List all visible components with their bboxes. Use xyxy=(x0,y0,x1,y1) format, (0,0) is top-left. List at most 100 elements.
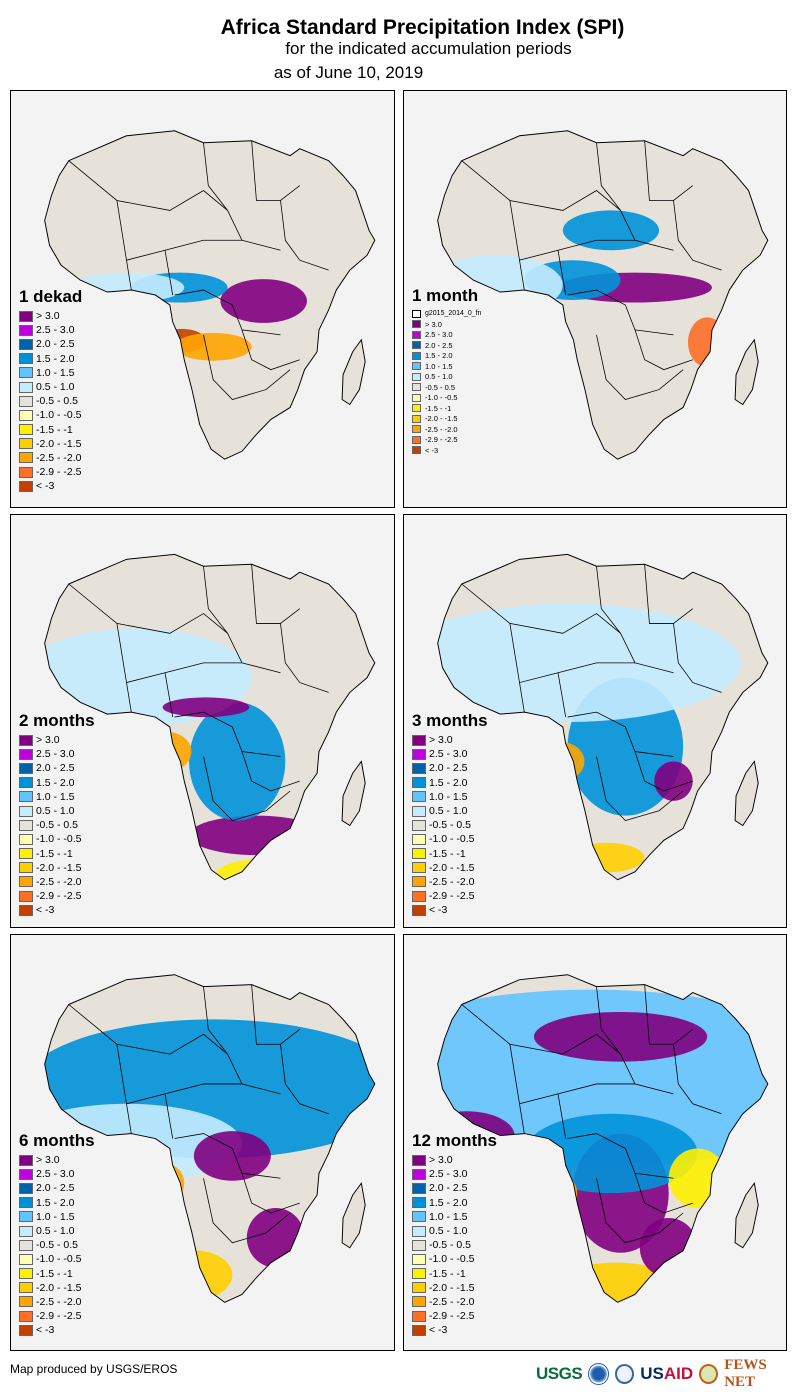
country-border xyxy=(280,1044,329,1115)
legend-row: -0.5 - 0.5 xyxy=(412,382,481,393)
legend-row: -2.0 - -1.5 xyxy=(19,861,95,875)
legend-swatch xyxy=(412,1239,426,1251)
legend-row: 0.5 - 1.0 xyxy=(19,804,95,818)
legend-row: 1.0 - 1.5 xyxy=(412,1210,497,1224)
legend-label: 0.5 - 1.0 xyxy=(429,805,468,818)
legend-label: 2.5 - 3.0 xyxy=(429,748,468,761)
legend-row: -1.5 - -1 xyxy=(19,423,82,437)
legend-label: -1.0 - -0.5 xyxy=(425,393,458,403)
country-border xyxy=(241,751,300,792)
legend-row: -1.0 - -0.5 xyxy=(412,393,481,404)
legend-row: < -3 xyxy=(19,1323,95,1337)
legend-row: -0.5 - 0.5 xyxy=(412,1238,497,1252)
country-border xyxy=(596,566,621,634)
legend-row: 1.5 - 2.0 xyxy=(412,351,481,362)
country-border xyxy=(567,1133,674,1179)
legend-label: > 3.0 xyxy=(36,734,60,747)
legend-swatch xyxy=(19,862,33,874)
map-panel-1-dekad: 1 dekad > 3.0 2.5 - 3.0 2.0 - 2.5 1.5 - 2.0 1… xyxy=(10,90,395,508)
spi-anomaly-region xyxy=(562,210,660,251)
spi-anomaly-region xyxy=(162,697,250,718)
usaid-seal-icon xyxy=(615,1364,635,1384)
legend-swatch xyxy=(412,1253,426,1265)
legend-row: -0.5 - 0.5 xyxy=(19,394,82,408)
legend-swatch xyxy=(19,1154,33,1166)
legend-label: 1.5 - 2.0 xyxy=(36,1196,75,1209)
country-border xyxy=(673,623,722,693)
country-border xyxy=(203,334,291,400)
legend-swatch xyxy=(412,404,421,413)
fews-net-logo: FEWS NET xyxy=(724,1357,767,1390)
legend-swatch xyxy=(412,446,421,455)
country-border xyxy=(280,200,329,271)
spi-anomaly-region xyxy=(654,761,693,801)
legend-swatch xyxy=(412,777,426,789)
legend-swatch xyxy=(19,848,33,860)
legend-label: -1.5 - -1 xyxy=(36,847,73,860)
legend-row: 2.0 - 2.5 xyxy=(19,761,95,775)
spi-anomaly-region xyxy=(174,332,252,361)
legend-label: 2.5 - 3.0 xyxy=(36,748,75,761)
legend-label: 2.0 - 2.5 xyxy=(429,762,468,775)
legend-row: -1.5 - -1 xyxy=(19,847,95,861)
fews-globe-icon xyxy=(699,1364,719,1384)
legend-label: 2.5 - 3.0 xyxy=(36,324,75,337)
legend-row: 1.5 - 2.0 xyxy=(19,352,82,366)
country-border xyxy=(509,200,674,261)
spi-anomaly-region xyxy=(220,279,307,323)
country-border xyxy=(644,140,693,201)
legend-label: -2.5 - -2.0 xyxy=(36,451,82,464)
legend-row: -1.5 - -1 xyxy=(412,847,488,861)
legend-row: 2.5 - 3.0 xyxy=(412,1167,497,1181)
legend-swatch xyxy=(19,1182,33,1194)
legend-label: -1.5 - -1 xyxy=(425,403,452,413)
legend-swatch xyxy=(412,1211,426,1223)
legend-row: -2.9 - -2.5 xyxy=(412,1309,497,1323)
country-border xyxy=(68,1004,243,1085)
legend-row: -2.9 - -2.5 xyxy=(412,889,488,903)
country-border xyxy=(519,672,567,718)
legend-row: < -3 xyxy=(19,479,82,493)
country-border xyxy=(673,1044,722,1115)
legend-label: > 3.0 xyxy=(429,1154,453,1167)
legend-swatch xyxy=(412,351,421,360)
legend-swatch xyxy=(412,1310,426,1322)
country-border xyxy=(68,160,243,241)
legend-label: -1.0 - -0.5 xyxy=(429,1253,475,1266)
legend-label: -1.5 - -1 xyxy=(429,1267,466,1280)
legend-label: 0.5 - 1.0 xyxy=(425,372,453,382)
legend-swatch xyxy=(19,1239,33,1251)
legend-row: -2.5 - -2.0 xyxy=(19,1295,95,1309)
country-border xyxy=(519,250,567,296)
page-subtitle: for the indicated accumulation periods xyxy=(285,39,572,58)
legend-swatch xyxy=(19,424,33,436)
africa-map xyxy=(437,974,769,1303)
legend-swatch xyxy=(19,1197,33,1209)
country-border xyxy=(596,756,684,822)
spi-anomaly-region xyxy=(189,702,286,821)
coastline xyxy=(44,553,376,881)
legend-row: 2.0 - 2.5 xyxy=(412,340,481,351)
legend-swatch xyxy=(19,1225,33,1237)
country-border xyxy=(509,623,674,684)
legend-swatch xyxy=(412,425,421,434)
africa-map xyxy=(437,553,769,881)
legend-swatch xyxy=(412,1282,426,1294)
country-border xyxy=(644,564,693,624)
legend-row: 2.0 - 2.5 xyxy=(412,761,488,775)
legend-swatch xyxy=(412,414,421,423)
legend-label: -0.5 - 0.5 xyxy=(36,819,79,832)
spi-anomaly-region xyxy=(68,272,185,303)
panel-title: 6 months xyxy=(19,1131,95,1150)
legend-label: 1.0 - 1.5 xyxy=(425,361,453,371)
map-panel-6-months: 6 months > 3.0 2.5 - 3.0 2.0 - 2.5 1.5 - 2.0… xyxy=(10,934,395,1351)
legend-row: 0.5 - 1.0 xyxy=(412,1224,497,1238)
legend-swatch xyxy=(19,777,33,789)
legend-label: -2.5 - -2.0 xyxy=(429,1295,475,1308)
legend-label: > 3.0 xyxy=(429,734,453,747)
legend-row: 1.5 - 2.0 xyxy=(412,1196,497,1210)
map-legend: 2 months > 3.0 2.5 - 3.0 2.0 - 2.5 1.5 - 2.0… xyxy=(19,711,95,917)
madagascar-outline xyxy=(734,760,759,827)
legend-swatch xyxy=(19,819,33,831)
legend-swatch xyxy=(19,1296,33,1308)
